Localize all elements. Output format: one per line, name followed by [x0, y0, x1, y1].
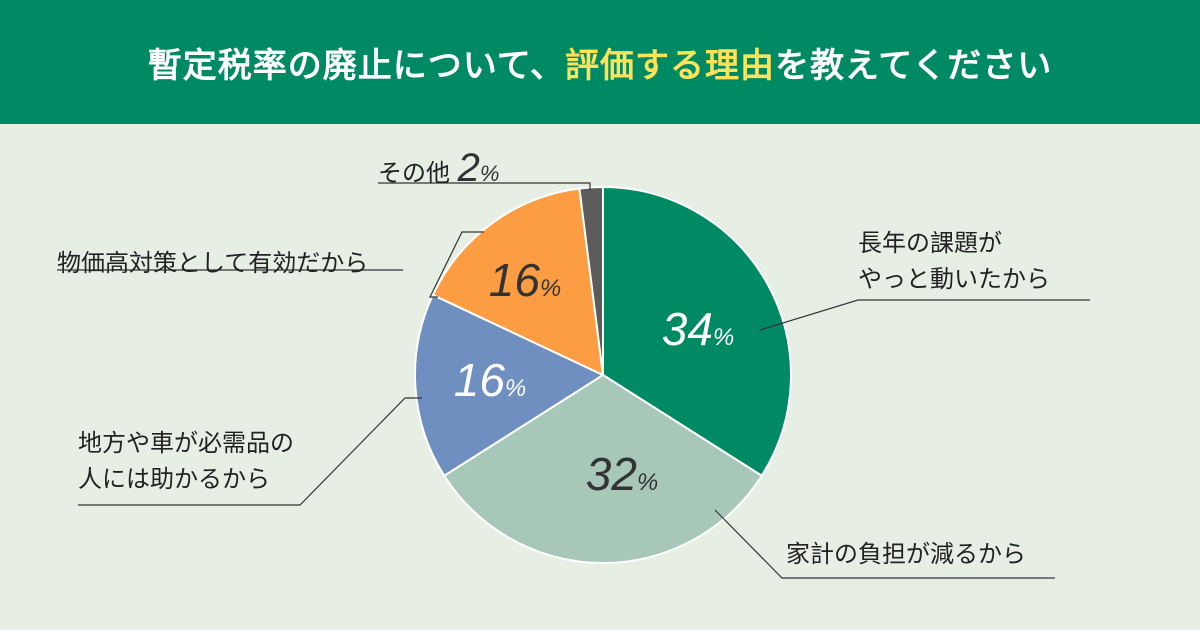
leader-line-2 — [714, 509, 1055, 579]
title-part-3: を教えてください — [775, 45, 1053, 86]
slice-label-1-line-1: 長年の課題が — [858, 229, 1002, 257]
slice-label-5: その他 2% — [378, 146, 500, 192]
title-part-1: 暫定税率の廃止について、 — [147, 45, 565, 86]
slice-value-label-1: 34% — [662, 303, 735, 355]
slice-label-5-text: その他 — [378, 159, 450, 187]
slice-label-4-line-1: 物価高対策として有効だから — [57, 249, 369, 277]
pie-slice-5 — [578, 185, 604, 376]
leader-line-3 — [78, 397, 422, 506]
slice-value-label-4: 16% — [489, 254, 562, 306]
pie-slice-4 — [431, 187, 605, 377]
title-bar: 暫定税率の廃止について、評価する理由を教えてください — [0, 0, 1200, 124]
slice-value-label-2: 32% — [586, 448, 659, 500]
chart-title: 暫定税率の廃止について、評価する理由を教えてください — [148, 38, 1053, 87]
pie-slice-1 — [602, 185, 792, 478]
pie-slice-3 — [414, 293, 606, 478]
slice-value-label-3: 16% — [454, 354, 527, 406]
pie-slice-2 — [442, 373, 764, 564]
slice-label-4: 物価高対策として有効だから — [57, 245, 368, 281]
slice-label-2-line-1: 家計の負担が減るから — [786, 540, 1026, 568]
slice-label-2: 家計の負担が減るから — [786, 536, 1026, 572]
slice-label-1-line-2: やっと動いたから — [858, 265, 1050, 293]
leader-line-1 — [759, 299, 1090, 331]
slice-label-1: 長年の課題が やっと動いたから — [858, 225, 1050, 297]
leader-line-4 — [429, 231, 484, 298]
slice-label-3-line-1: 地方や車が必需品の — [78, 429, 294, 457]
slice-label-5-value: 2% — [457, 146, 500, 190]
slice-label-3-line-2: 人には助かるから — [78, 465, 270, 493]
leader-line-5 — [378, 182, 591, 190]
slice-label-3: 地方や車が必需品の 人には助かるから — [78, 425, 294, 497]
title-highlight: 評価する理由 — [565, 45, 775, 86]
